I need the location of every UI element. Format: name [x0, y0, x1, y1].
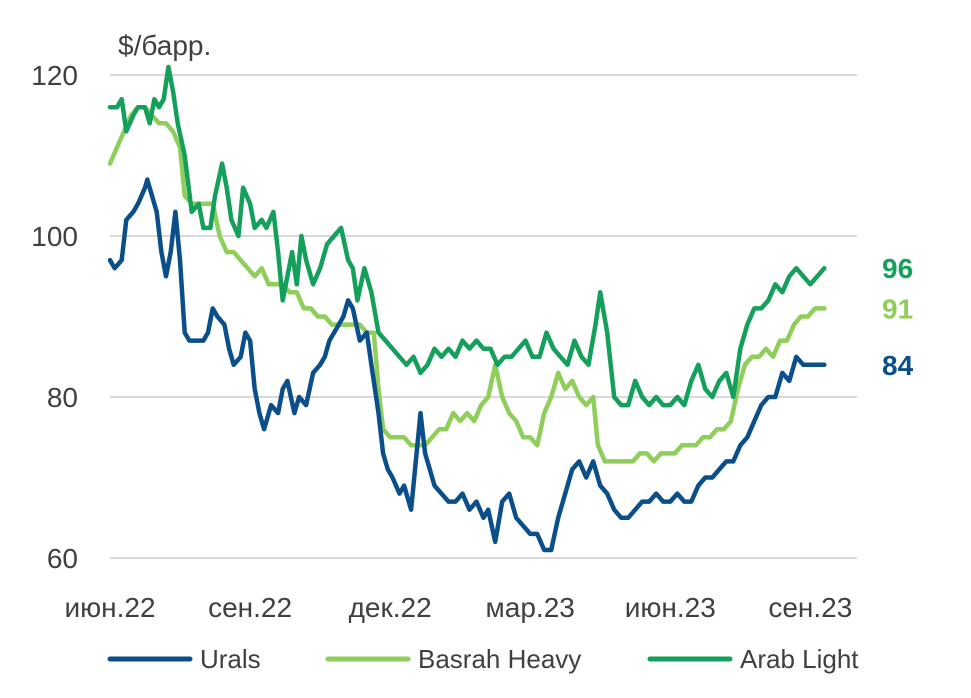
x-tick-label: мар.23: [486, 592, 575, 623]
legend-item-basrah-heavy: Basrah Heavy: [325, 644, 581, 674]
gridlines: [110, 74, 857, 559]
end-label-arab-light: 96: [882, 253, 913, 284]
y-tick-label: 80: [47, 382, 78, 413]
x-tick-label: дек.22: [349, 592, 432, 623]
y-axis-ticks: 60 80 100 120: [31, 60, 78, 574]
legend-label: Urals: [200, 644, 261, 674]
y-tick-label: 120: [31, 60, 78, 91]
end-label-basrah-heavy: 91: [882, 293, 913, 324]
unit-label: $/барр.: [118, 30, 211, 61]
legend-item-urals: Urals: [107, 644, 261, 674]
y-tick-label: 60: [47, 543, 78, 574]
end-label-urals: 84: [882, 350, 914, 381]
series-line-arab-light: [107, 64, 827, 408]
x-tick-label: июн.22: [64, 592, 155, 623]
x-tick-label: сен.22: [208, 592, 292, 623]
series-lines: [107, 64, 827, 553]
x-axis-ticks: июн.22 сен.22 дек.22 мар.23 июн.23 сен.23: [64, 592, 852, 623]
y-tick-label: 100: [31, 221, 78, 252]
legend-label: Arab Light: [740, 644, 859, 674]
legend-label: Basrah Heavy: [418, 644, 581, 674]
legend-item-arab-light: Arab Light: [647, 644, 859, 674]
series-line-basrah-heavy: [107, 104, 827, 464]
legend: Urals Basrah Heavy Arab Light: [107, 644, 859, 674]
x-tick-label: сен.23: [768, 592, 852, 623]
x-tick-label: июн.23: [625, 592, 716, 623]
end-labels: 84 91 96: [882, 253, 914, 381]
series-line-urals: [107, 177, 827, 553]
